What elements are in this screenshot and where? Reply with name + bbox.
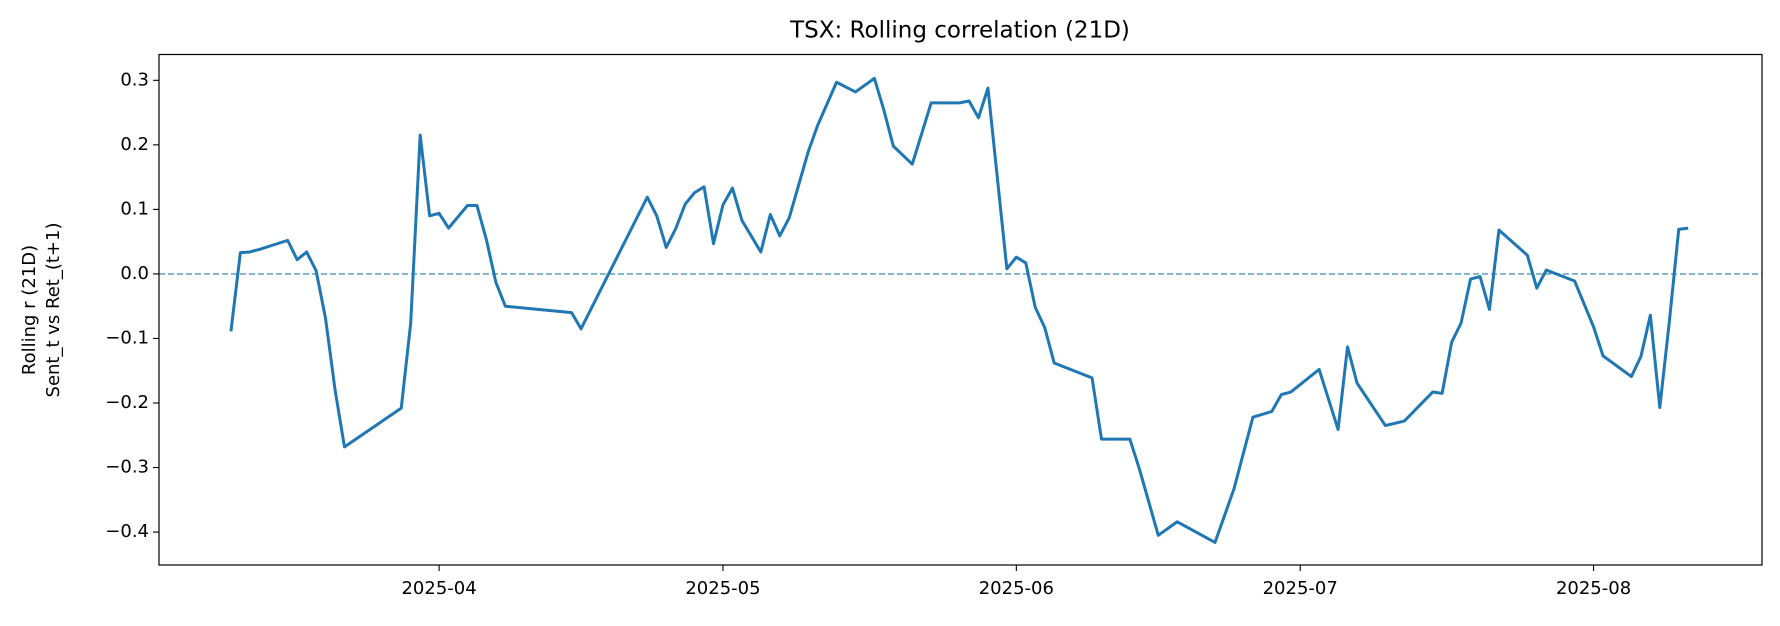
- x-tick-label: 2025-04: [401, 578, 476, 599]
- y-tick-label: 0.2: [120, 134, 149, 155]
- y-tick-label: −0.3: [105, 457, 149, 478]
- x-tick-label: 2025-06: [979, 578, 1054, 599]
- y-tick-label: −0.2: [105, 392, 149, 413]
- x-tick-label: 2025-07: [1263, 578, 1338, 599]
- y-axis-label: Sent_t vs Ret_(t+1): [43, 223, 64, 398]
- x-tick-label: 2025-08: [1556, 578, 1631, 599]
- y-tick-label: 0.1: [120, 198, 149, 219]
- data-line: [229, 76, 1689, 544]
- y-tick-label: 0.3: [120, 69, 149, 90]
- y-axis-label: Rolling r (21D): [19, 245, 40, 375]
- plot-frame: [158, 53, 1763, 566]
- y-tick-label: −0.1: [105, 327, 149, 348]
- x-tick-label: 2025-05: [685, 578, 760, 599]
- chart-title: TSX: Rolling correlation (21D): [789, 18, 1130, 44]
- y-tick-label: 0.0: [120, 263, 149, 284]
- y-tick-label: −0.4: [105, 521, 149, 542]
